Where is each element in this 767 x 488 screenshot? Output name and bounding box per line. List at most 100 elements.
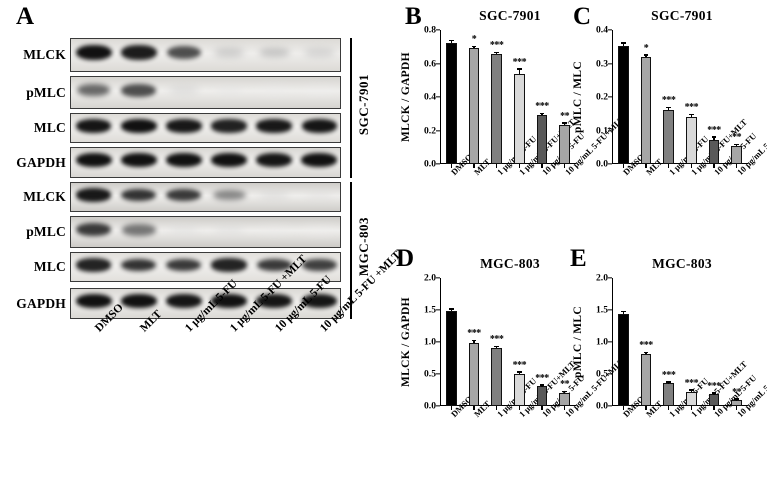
blot-band bbox=[214, 226, 244, 234]
y-tick-label-2: 0.2 bbox=[596, 91, 608, 103]
error-bar bbox=[495, 346, 498, 349]
y-tick-mark bbox=[608, 341, 612, 343]
bar-b-4 bbox=[536, 115, 548, 164]
error-bar bbox=[450, 309, 453, 312]
y-tick-mark bbox=[608, 129, 612, 132]
blot-label-pmlc-1: pMLC bbox=[26, 84, 66, 100]
blot-band bbox=[166, 294, 202, 309]
y-axis-line bbox=[612, 278, 614, 406]
significance-marker-4: *** bbox=[707, 380, 721, 392]
y-tick-label-1: 0.2 bbox=[424, 125, 436, 136]
bar-e-3 bbox=[686, 391, 697, 406]
bar-d-3 bbox=[514, 374, 525, 406]
y-tick-label-0: 0.0 bbox=[424, 400, 436, 412]
y-tick-label-1: 0.1 bbox=[596, 125, 608, 136]
error-bar-cap bbox=[689, 389, 694, 391]
blot-band bbox=[304, 191, 335, 199]
blot-label-gapdh-7: GAPDH bbox=[16, 295, 66, 311]
blot-band bbox=[213, 48, 245, 57]
y-tick-mark bbox=[436, 62, 440, 65]
error-bar-cap bbox=[494, 345, 499, 347]
error-bar-cap bbox=[643, 351, 649, 353]
blot-label-mlc-2: MLC bbox=[33, 120, 66, 135]
blot-label-mlc-6: MLC bbox=[33, 259, 66, 274]
error-bar bbox=[713, 137, 715, 140]
plot-area-c: 0.0 0.1 0.2 0.3 0.4 pMLC / MLC DMSO * MLT *** 1 μg… bbox=[572, 25, 767, 178]
error-bar-cap bbox=[539, 384, 545, 386]
x-tick-mark bbox=[496, 164, 498, 168]
y-tick-mark bbox=[436, 29, 440, 31]
y-axis-label-b: MLCK / GAPDH bbox=[400, 52, 412, 142]
plot-area-e: 0.0 0.5 1.0 1.5 2.0 pMLC / MLC DMSO *** MLT *** 1 … bbox=[572, 273, 767, 420]
blot-row-mlc-mgc-803 bbox=[70, 252, 341, 282]
y-tick-mark bbox=[608, 309, 612, 311]
chart-title-d: MGC-803 bbox=[480, 256, 540, 271]
significance-marker-3: *** bbox=[684, 377, 699, 389]
significance-marker-1: * bbox=[471, 34, 477, 46]
bar-e-1 bbox=[640, 353, 652, 406]
blot-band bbox=[211, 153, 247, 168]
blot-band bbox=[305, 87, 334, 94]
blot-band bbox=[212, 189, 246, 201]
y-tick-mark bbox=[436, 129, 440, 132]
y-tick-mark bbox=[436, 309, 440, 311]
y-axis-label-e: pMLC / MLC bbox=[572, 306, 584, 378]
y-axis-label-d: MLCK / GAPDH bbox=[400, 297, 412, 387]
significance-marker-3: *** bbox=[684, 102, 699, 114]
blot-band bbox=[121, 223, 156, 236]
error-bar bbox=[563, 123, 566, 125]
y-axis-line bbox=[440, 278, 442, 406]
bar-e-2 bbox=[663, 383, 674, 406]
panel-letter-e: E bbox=[570, 245, 587, 272]
significance-marker-1: *** bbox=[467, 328, 481, 340]
x-tick-mark bbox=[450, 406, 452, 410]
y-tick-label-1: 0.5 bbox=[424, 368, 436, 380]
error-bar-cap bbox=[539, 113, 545, 115]
blot-band bbox=[301, 153, 338, 168]
blot-band bbox=[120, 119, 157, 133]
chart-title-c: SGC-7901 bbox=[651, 8, 713, 23]
plot-area-b: 0.0 0.2 0.4 0.6 0.8 MLCK / GAPDH DMSO * MLT *** 1 … bbox=[400, 25, 626, 178]
error-bar-cap bbox=[562, 390, 567, 393]
x-tick-mark bbox=[690, 406, 692, 410]
blot-band bbox=[75, 294, 112, 309]
plot-area-d: 0.0 0.5 1.0 1.5 2.0 MLCK / GAPDH DMSO *** MLT ***… bbox=[400, 273, 626, 420]
significance-marker-5: ** bbox=[732, 386, 742, 398]
blot-band bbox=[121, 188, 157, 202]
y-tick-label-3: 0.6 bbox=[424, 58, 436, 69]
significance-marker-2: *** bbox=[661, 95, 676, 107]
y-tick-mark bbox=[608, 96, 612, 98]
y-tick-label-0: 0.0 bbox=[596, 158, 608, 170]
error-bar-cap bbox=[562, 122, 567, 124]
bar-b-2 bbox=[491, 54, 502, 164]
error-bar bbox=[473, 47, 475, 49]
error-bar-cap bbox=[666, 381, 671, 383]
blot-band bbox=[301, 119, 338, 133]
blot-label-mlck-0: MLCK bbox=[23, 47, 66, 62]
significance-marker-2: *** bbox=[489, 39, 504, 51]
significance-marker-2: *** bbox=[489, 333, 504, 345]
blot-membrane-background bbox=[71, 77, 340, 108]
error-bar-cap bbox=[517, 68, 522, 70]
significance-marker-5: ** bbox=[732, 132, 742, 144]
x-tick-mark bbox=[736, 406, 738, 410]
x-tick-mark bbox=[473, 164, 475, 168]
x-tick-mark bbox=[622, 164, 624, 168]
blot-band bbox=[258, 48, 290, 58]
x-axis-line bbox=[612, 404, 748, 406]
blot-band bbox=[76, 83, 111, 97]
significance-marker-1: * bbox=[643, 42, 649, 54]
blot-band bbox=[75, 188, 112, 202]
bar-c-0 bbox=[618, 46, 629, 164]
error-bar-cap bbox=[666, 106, 671, 109]
blot-band bbox=[169, 226, 199, 234]
blot-membrane-background bbox=[71, 253, 340, 281]
error-bar bbox=[563, 392, 566, 393]
x-tick-mark bbox=[713, 164, 715, 168]
blot-membrane-background bbox=[71, 39, 340, 71]
blot-band bbox=[211, 294, 247, 309]
blot-row-pmlc-sgc-7901 bbox=[70, 76, 341, 109]
error-bar-cap bbox=[517, 371, 522, 373]
error-bar-cap bbox=[621, 311, 626, 313]
x-tick-mark bbox=[518, 164, 520, 168]
